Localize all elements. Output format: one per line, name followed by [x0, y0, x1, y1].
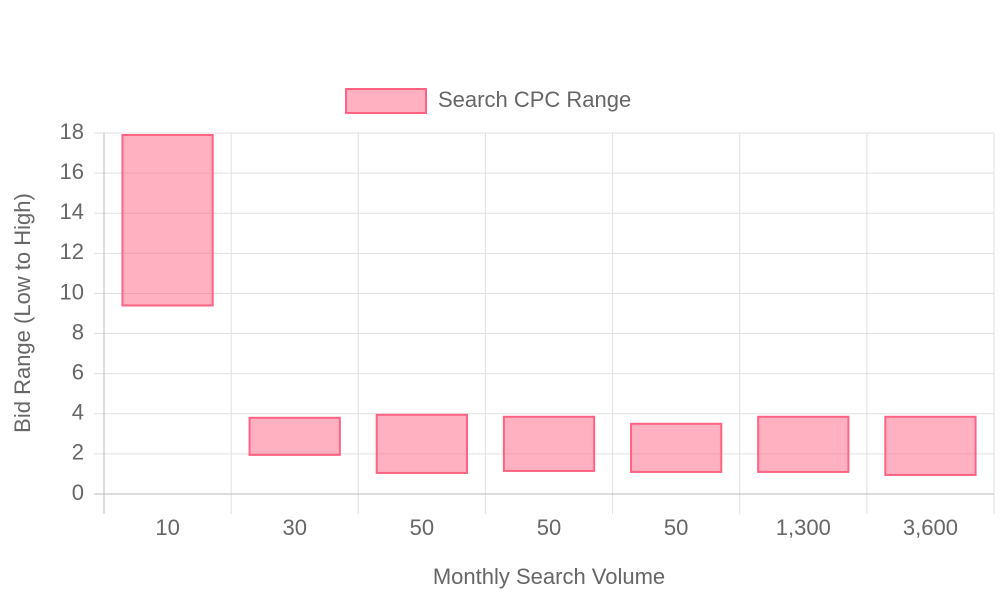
x-tick-label: 1,300 — [776, 515, 831, 540]
x-tick-label: 50 — [664, 515, 688, 540]
range-bar — [121, 134, 214, 307]
range-bar — [630, 422, 723, 473]
y-tick-label: 6 — [72, 359, 84, 384]
y-tick-label: 18 — [60, 119, 84, 144]
y-axis-title: Bid Range (Low to High) — [10, 193, 35, 433]
x-tick-label: 3,600 — [903, 515, 958, 540]
x-axis-title: Monthly Search Volume — [433, 564, 665, 589]
y-tick-label: 14 — [60, 199, 84, 224]
x-tick-label: 10 — [155, 515, 179, 540]
y-tick-label: 2 — [72, 440, 84, 465]
range-bar — [248, 416, 341, 456]
y-tick-label: 12 — [60, 239, 84, 264]
range-bar — [757, 415, 850, 473]
y-tick-label: 0 — [72, 480, 84, 505]
range-bar — [502, 415, 596, 472]
range-bar — [884, 415, 977, 476]
y-tick-label: 8 — [72, 319, 84, 344]
x-tick-label: 50 — [410, 515, 434, 540]
y-tick-label: 4 — [72, 400, 84, 425]
legend-label: Search CPC Range — [438, 87, 631, 112]
x-tick-label: 30 — [282, 515, 306, 540]
range-bar — [375, 413, 468, 474]
y-tick-label: 16 — [60, 159, 84, 184]
legend-swatch — [345, 88, 427, 114]
x-tick-label: 50 — [537, 515, 561, 540]
y-tick-label: 10 — [60, 279, 84, 304]
